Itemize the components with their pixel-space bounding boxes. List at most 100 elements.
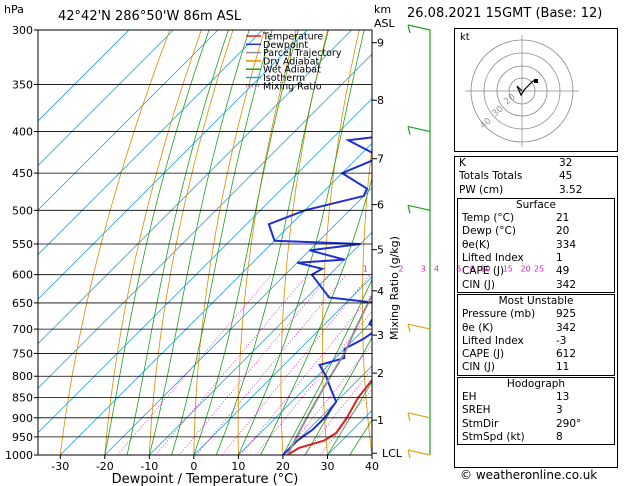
isotherm-line <box>38 98 372 434</box>
index-value: 3.52 <box>559 183 583 196</box>
mixing-ratio-axis-label: Mixing Ratio (g/kg) <box>388 236 401 340</box>
wind-barb-flag <box>407 126 411 135</box>
index-row: PW (cm) 3.52 <box>455 184 617 197</box>
hodo-ring-30: 30 <box>491 104 506 119</box>
index-value: 342 <box>556 321 577 334</box>
hodograph-panel: kt 20 30 40 <box>454 28 618 152</box>
mixing-ratio-line <box>319 388 372 455</box>
km-tick-label: LCL <box>382 447 403 460</box>
y-tick-label: 950 <box>12 431 33 444</box>
isotherm-line <box>149 231 372 455</box>
isotherm-line <box>38 30 263 256</box>
index-row: EH 13 <box>458 391 614 404</box>
index-value: 290° <box>556 417 582 430</box>
mixing-ratio-line <box>155 274 308 455</box>
index-row: K 32 <box>455 157 617 170</box>
index-label: CAPE (J) <box>462 265 505 278</box>
hodo-unit: kt <box>460 32 470 43</box>
wet-adiabat <box>327 381 372 455</box>
y-tick-label: 500 <box>12 204 33 217</box>
series-dewpoint <box>267 136 372 455</box>
index-value: 13 <box>556 391 570 404</box>
legend-label: Mixing Ratio <box>263 81 322 92</box>
mixing-ratio-label: 20 <box>521 265 531 274</box>
wind-barb <box>407 24 431 31</box>
wind-barb-flag <box>407 449 411 459</box>
series-temperature <box>286 378 372 455</box>
index-row: CIN (J) 11 <box>458 361 614 374</box>
y-tick-label: 550 <box>12 238 33 251</box>
isotherm-line <box>38 30 174 167</box>
y-unit-label: hPa <box>4 3 24 16</box>
isotherm-line <box>38 53 372 389</box>
asl-label: ASL <box>374 17 396 30</box>
wind-barbs <box>407 24 431 459</box>
index-label: CIN (J) <box>462 361 495 374</box>
index-label: Pressure (mb) <box>462 308 536 321</box>
x-tick-label: -20 <box>96 460 114 473</box>
wet-adiabat <box>193 30 299 455</box>
km-tick-label: 9 <box>377 37 384 50</box>
x-tick-label: -10 <box>140 460 158 473</box>
dry-adiabat <box>104 30 202 455</box>
location-title: 42°42'N 286°50'W 86m ASL <box>58 9 242 24</box>
wind-barb <box>407 125 431 133</box>
index-label: StmDir <box>462 417 499 430</box>
y-tick-label: 600 <box>12 269 33 282</box>
x-tick-label: 20 <box>276 460 290 473</box>
index-label: CAPE (J) <box>462 348 505 361</box>
hodograph-section: Hodograph EH 13 SREH 3 StmDir 290° StmSpd (kt)… <box>457 376 615 446</box>
index-row: CAPE (J) 49 <box>458 265 614 278</box>
legend-label: Dry Adiabat <box>263 56 320 67</box>
legend-label: Temperature <box>262 32 323 43</box>
y-tick-label: 300 <box>12 24 33 37</box>
index-label: StmSpd (kt) <box>462 430 525 443</box>
mixing-ratio-label: 8 <box>470 265 475 274</box>
wind-barb-flag <box>407 205 411 214</box>
x-tick-label: 0 <box>190 460 197 473</box>
mixing-ratio-label: 3 <box>421 265 426 274</box>
y-tick-label: 700 <box>12 323 33 336</box>
index-label: θe (K) <box>462 321 494 334</box>
footer-credit: © weatheronline.co.uk <box>460 468 598 482</box>
y-tick-label: 850 <box>12 392 33 405</box>
surface-section: Surface Temp (°C) 21 Dewp (°C) 20 θe(K) 334 Li… <box>457 197 615 293</box>
y-tick-label: 350 <box>12 78 33 91</box>
wind-barb <box>407 449 431 456</box>
index-label: PW (cm) <box>459 183 504 196</box>
index-label: Dewp (°C) <box>462 225 516 238</box>
hodo-marker <box>534 79 538 83</box>
unstable-title: Most Unstable <box>498 294 574 307</box>
indices-panel: K 32 Totals Totals 45 PW (cm) 3.52 Surface Te… <box>454 156 618 468</box>
isotherm-line <box>238 320 372 455</box>
legend-label: Parcel Trajectory <box>263 48 342 59</box>
index-row: Pressure (mb) 925 <box>458 308 614 321</box>
index-value: 925 <box>556 308 577 321</box>
index-label: Totals Totals <box>459 170 523 183</box>
y-tick-label: 750 <box>12 347 33 360</box>
x-tick-label: 30 <box>320 460 334 473</box>
wind-barb <box>407 412 431 419</box>
x-tick-label: -30 <box>51 460 69 473</box>
mixing-ratio-label: 10 <box>480 265 490 274</box>
index-row: θe (K) 342 <box>458 322 614 335</box>
index-label: Temp (°C) <box>462 212 515 225</box>
index-row: Lifted Index 1 <box>458 252 614 265</box>
hodograph-title: Hodograph <box>506 377 566 390</box>
index-row: Totals Totals 45 <box>455 170 617 183</box>
index-row: θe(K) 334 <box>458 239 614 252</box>
isotherm-line <box>282 365 372 455</box>
hodograph-plot: kt 20 30 40 <box>460 32 579 147</box>
y-tick-label: 400 <box>12 126 33 139</box>
mixing-ratio-label: 6 <box>456 265 461 274</box>
index-label: Lifted Index <box>462 252 524 265</box>
index-value: 8 <box>556 430 563 443</box>
index-label: SREH <box>462 404 491 417</box>
index-value: 20 <box>556 225 570 238</box>
legend-label: Isotherm <box>263 73 305 84</box>
mixing-ratio-label: 2 <box>398 265 403 274</box>
wind-barb <box>407 204 431 211</box>
index-row: Lifted Index -3 <box>458 335 614 348</box>
y-tick-label: 450 <box>12 167 33 180</box>
